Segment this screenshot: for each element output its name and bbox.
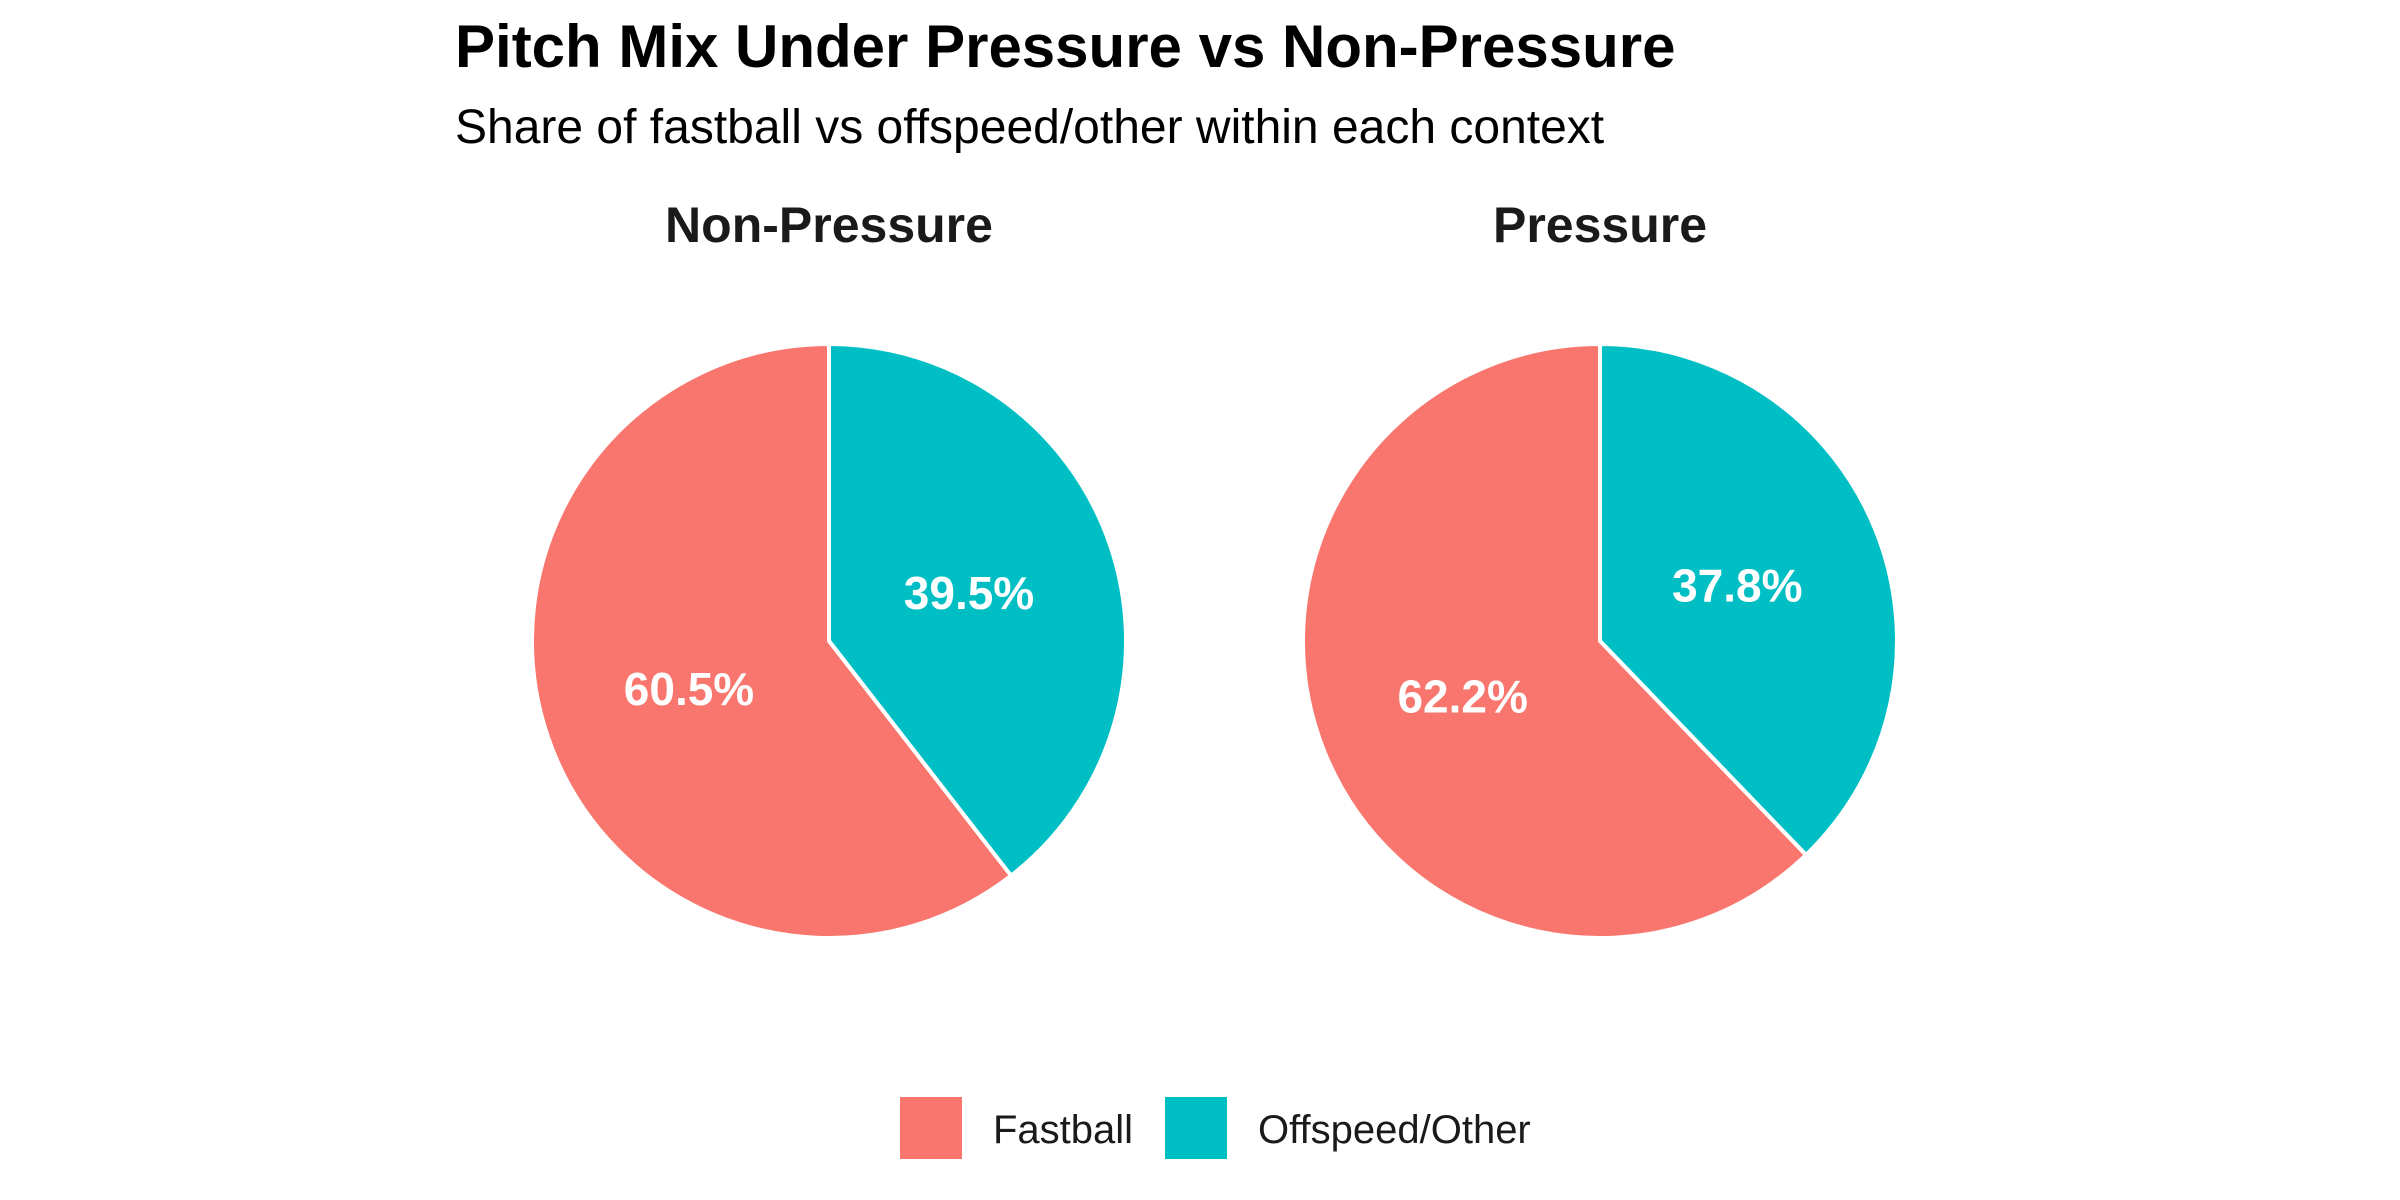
pie-slice-fastball xyxy=(530,342,1014,940)
legend: Fastball Offspeed/Other xyxy=(900,1097,1531,1159)
slice-label: 39.5% xyxy=(904,567,1034,619)
pie-slice-fastball xyxy=(1301,342,1809,940)
chart-title: Pitch Mix Under Pressure vs Non-Pressure xyxy=(455,13,1675,80)
legend-swatch-fastball xyxy=(900,1097,962,1159)
legend-label-fastball: Fastball xyxy=(993,1108,1133,1152)
pie-slice-offspeed-other xyxy=(1598,342,1900,857)
slice-label: 62.2% xyxy=(1397,670,1527,722)
facet-title: Non-Pressure xyxy=(665,197,993,253)
facet-title: Pressure xyxy=(1493,197,1707,253)
facet-pressure: Pressure 37.8% 62.2% xyxy=(1301,197,1900,940)
pie-slice-offspeed-other xyxy=(827,342,1128,878)
slice-label: 60.5% xyxy=(624,663,754,715)
chart-subtitle: Share of fastball vs offspeed/other with… xyxy=(455,101,1604,154)
slice-label: 37.8% xyxy=(1672,560,1802,612)
legend-swatch-offspeed xyxy=(1165,1097,1227,1159)
pie-slices: 39.5% 60.5% xyxy=(530,342,1128,940)
facet-non-pressure: Non-Pressure 39.5% 60.5% xyxy=(530,197,1128,940)
pie-slices: 37.8% 62.2% xyxy=(1301,342,1900,940)
legend-label-offspeed: Offspeed/Other xyxy=(1258,1108,1531,1152)
